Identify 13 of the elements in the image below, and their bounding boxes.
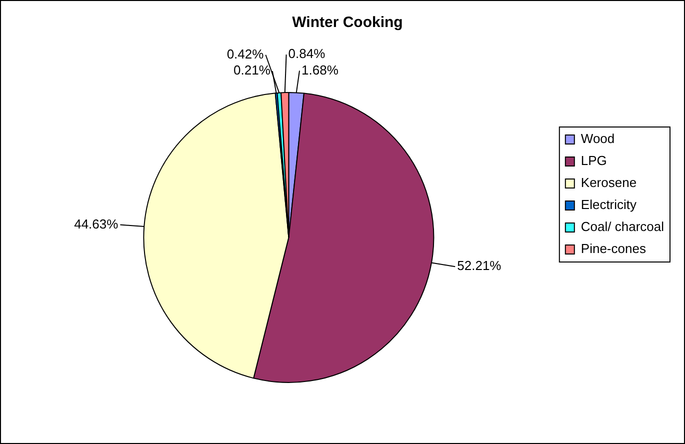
legend-label: LPG <box>580 153 607 168</box>
legend-label: Kerosene <box>580 175 637 190</box>
data-label: 0.42% <box>226 46 264 62</box>
data-label: 52.21% <box>457 258 502 274</box>
chart-title: Winter Cooking <box>292 14 403 32</box>
legend-label: Coal/ charcoal <box>580 219 664 234</box>
legend-label: Electricity <box>580 197 638 212</box>
data-label: 0.84% <box>288 46 326 62</box>
data-label: 0.21% <box>234 62 271 78</box>
data-label: 1.68% <box>302 62 339 78</box>
data-label: 44.63% <box>74 216 119 232</box>
legend-label: Pine-cones <box>580 241 646 256</box>
legend-label: Wood <box>580 131 615 146</box>
